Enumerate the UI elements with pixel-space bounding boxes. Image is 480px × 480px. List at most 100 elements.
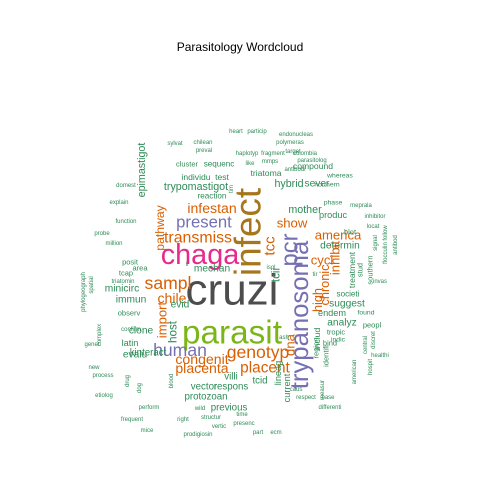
word-ash: ash xyxy=(279,335,289,341)
word-vertic: vertic xyxy=(212,424,226,430)
word-respect: respect xyxy=(296,395,316,401)
word-placenta: placenta xyxy=(175,360,228,376)
word-chilean: chilean xyxy=(193,140,212,146)
word-dna: dna xyxy=(283,333,298,356)
word-sylvat: sylvat xyxy=(167,141,183,147)
word-phase: phase xyxy=(324,200,343,207)
word-drug: drug xyxy=(125,375,131,387)
word-evid: evid xyxy=(171,300,190,311)
word-clone: clone xyxy=(129,326,154,337)
word-heart: heart xyxy=(229,129,243,135)
word-reaction: reaction xyxy=(198,192,227,201)
word-explain: explain xyxy=(109,200,128,206)
word-cluster: cluster xyxy=(176,160,199,169)
word-sampl: sampl xyxy=(145,273,192,293)
word-kinteract: kinteract xyxy=(130,348,167,359)
word-right: right xyxy=(177,417,189,423)
word-bind: bind xyxy=(323,339,337,348)
word-chile: chile xyxy=(158,290,187,306)
word-new: new xyxy=(88,365,100,371)
word-domest: domest xyxy=(116,183,136,189)
word-individu: individu xyxy=(181,172,210,182)
word-cruzi: cruzi xyxy=(186,266,279,315)
word-tcap: tcap xyxy=(119,269,133,278)
word-triatoma: triatoma xyxy=(250,168,281,178)
word-discret: discret xyxy=(371,331,377,349)
word-protozoan: protozoan xyxy=(184,392,227,403)
word-area: area xyxy=(132,264,148,273)
word-blot: blot xyxy=(344,228,357,237)
word-show: show xyxy=(277,216,308,231)
word-villi: villi xyxy=(224,372,237,383)
word-chaga: chaga xyxy=(161,239,240,271)
word-genet: genet xyxy=(84,342,99,348)
word-found: found xyxy=(357,310,374,317)
word-hospit: hospit xyxy=(368,359,374,375)
word-target: target xyxy=(285,149,301,155)
word-placent: placent xyxy=(240,360,290,377)
word-invas: invas xyxy=(373,279,387,285)
word-parasitolog: parasitolog xyxy=(297,158,326,164)
word-import: import xyxy=(155,301,170,338)
word-million: million xyxy=(105,241,122,247)
word-meprala: meprala xyxy=(350,203,372,209)
word-flocculin: flocculin xyxy=(383,242,389,264)
word-stud: stud xyxy=(356,263,365,277)
word-suggest: suggest xyxy=(329,299,365,310)
word-tcc: tcc xyxy=(262,236,279,256)
word-whereas: whereas xyxy=(326,173,353,180)
word-structur: structur xyxy=(201,415,221,421)
word-wild: wild xyxy=(194,406,205,412)
word-present: present xyxy=(176,213,232,232)
word-peopl: peopl xyxy=(363,321,382,330)
word-previous: previous xyxy=(211,403,248,414)
word-high: high xyxy=(311,288,325,312)
word-observ: observ xyxy=(118,309,141,318)
word-chronic: chronic xyxy=(318,264,332,306)
word-mmps: mmps xyxy=(262,159,278,165)
word-process: process xyxy=(92,373,113,379)
word-immun: immun xyxy=(116,295,147,306)
word-america: america xyxy=(315,228,362,243)
word-tim: tim xyxy=(229,185,235,193)
word-treatment: treatment xyxy=(347,251,357,288)
word-measur: measur xyxy=(320,380,326,400)
word-triatomin: triatomin xyxy=(111,279,134,285)
word-mechan: mechan xyxy=(194,264,230,275)
word-endonucleas: endonucleas xyxy=(279,132,313,138)
word-determin: determin xyxy=(320,241,360,252)
word-tropic: tropic xyxy=(327,328,346,337)
word-vector: vector xyxy=(191,382,218,393)
word-inhibit: inhibit xyxy=(328,241,343,276)
word-sever: sever xyxy=(305,179,331,190)
word-compound: compound xyxy=(293,161,333,171)
word-congenit: congenit xyxy=(175,351,228,367)
word-central: central xyxy=(363,336,369,354)
word-cycl: cycl xyxy=(311,253,334,268)
word-confirm: confirm xyxy=(121,327,141,333)
word-part: part xyxy=(253,430,264,436)
word-latin: latin xyxy=(122,338,139,348)
word-haplotyp: haplotyp xyxy=(236,151,259,157)
word-tir: tir xyxy=(313,272,318,278)
word-frequent: frequent xyxy=(121,417,143,423)
word-pcr: pcr xyxy=(277,233,304,266)
word-analyz: analyz xyxy=(327,318,356,329)
word-preval: preval xyxy=(196,148,212,154)
word-fragment: fragment xyxy=(261,151,285,157)
word-host: host xyxy=(167,320,180,343)
word-prodigiosin: prodigiosin xyxy=(183,432,212,438)
word-antibod: antibod xyxy=(393,235,399,255)
word-lineag: lineag xyxy=(273,361,283,386)
word-test: test xyxy=(215,172,229,182)
word-pathway: pathway xyxy=(153,204,167,250)
word-etiolog: etiolog xyxy=(95,393,113,399)
word-ii: ii xyxy=(186,262,189,268)
word-evalu: evalu xyxy=(123,350,147,361)
word-polymeras: polymeras xyxy=(276,140,304,146)
word-infestan: infestan xyxy=(187,200,236,216)
word-locat: locat xyxy=(367,224,380,230)
word-signal: signal xyxy=(373,235,379,251)
word-sequenc: sequenc xyxy=(204,160,235,169)
